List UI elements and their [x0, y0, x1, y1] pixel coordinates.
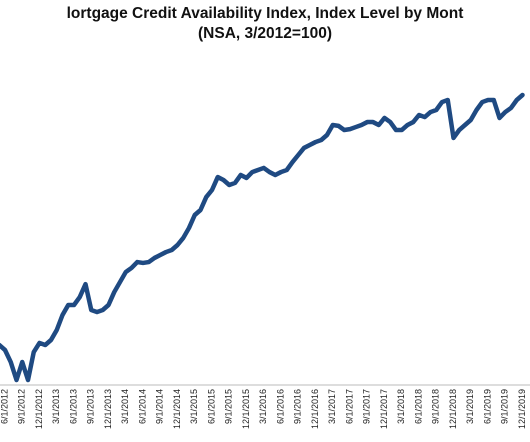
x-tick-label: 3/1/2013 — [51, 389, 61, 424]
x-tick-label: 6/1/2014 — [137, 389, 147, 424]
x-tick-label: 12/1/2013 — [103, 389, 113, 429]
x-tick-label: 3/1/2015 — [189, 389, 199, 424]
x-tick-label: 12/1/2014 — [172, 389, 182, 429]
x-tick-label: 12/1/2016 — [310, 389, 320, 429]
x-tick-label: 3/1/2019 — [465, 389, 475, 424]
x-tick-label: 6/1/2018 — [413, 389, 423, 424]
x-tick-label: 9/1/2012 — [17, 389, 27, 424]
x-tick-label: 9/1/2017 — [362, 389, 372, 424]
data-line — [0, 92, 525, 383]
chart-title: lortgage Credit Availability Index, Inde… — [67, 5, 464, 22]
x-tick-label: 9/1/2019 — [500, 389, 510, 424]
x-tick-label: 9/1/2014 — [155, 389, 165, 424]
x-tick-label: 12/1/2017 — [379, 389, 389, 429]
x-tick-label: 3/1/2016 — [258, 389, 268, 424]
x-tick-label: 12/1/2012 — [34, 389, 44, 429]
x-tick-label: 9/1/2013 — [86, 389, 96, 424]
x-tick-label: 6/1/2015 — [206, 389, 216, 424]
x-tick-label: 6/1/2019 — [482, 389, 492, 424]
x-tick-label: 6/1/2013 — [68, 389, 78, 424]
x-tick-label: 12/1/2019 — [517, 389, 527, 429]
x-tick-label: 9/1/2015 — [224, 389, 234, 424]
chart-subtitle: (NSA, 3/2012=100) — [198, 25, 332, 42]
x-tick-label: 6/1/2016 — [275, 389, 285, 424]
x-tick-label: 9/1/2016 — [293, 389, 303, 424]
x-tick-label: 3/1/2018 — [396, 389, 406, 424]
x-tick-label: 9/1/2018 — [431, 389, 441, 424]
x-tick-label: 12/1/2015 — [241, 389, 251, 429]
x-tick-label: 6/1/2012 — [0, 389, 9, 424]
x-tick-label: 3/1/2017 — [327, 389, 337, 424]
x-tick-label: 3/1/2014 — [120, 389, 130, 424]
x-tick-label: 12/1/2018 — [448, 389, 458, 429]
x-tick-label: 6/1/2017 — [344, 389, 354, 424]
